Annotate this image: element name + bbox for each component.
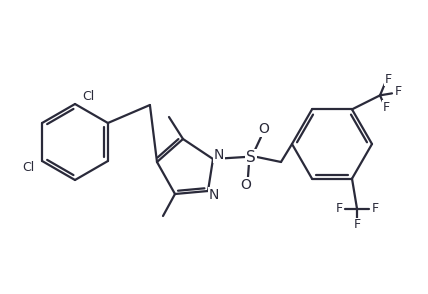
Text: F: F — [395, 85, 401, 98]
Text: N: N — [209, 188, 219, 202]
Text: Cl: Cl — [82, 89, 94, 103]
Text: S: S — [246, 150, 256, 165]
Text: O: O — [259, 122, 270, 136]
Text: F: F — [383, 101, 389, 114]
Text: F: F — [384, 73, 392, 86]
Text: O: O — [241, 178, 251, 192]
Text: F: F — [336, 202, 342, 215]
Text: Cl: Cl — [22, 161, 34, 173]
Text: F: F — [372, 202, 378, 215]
Text: N: N — [214, 148, 224, 162]
Text: F: F — [354, 218, 360, 231]
